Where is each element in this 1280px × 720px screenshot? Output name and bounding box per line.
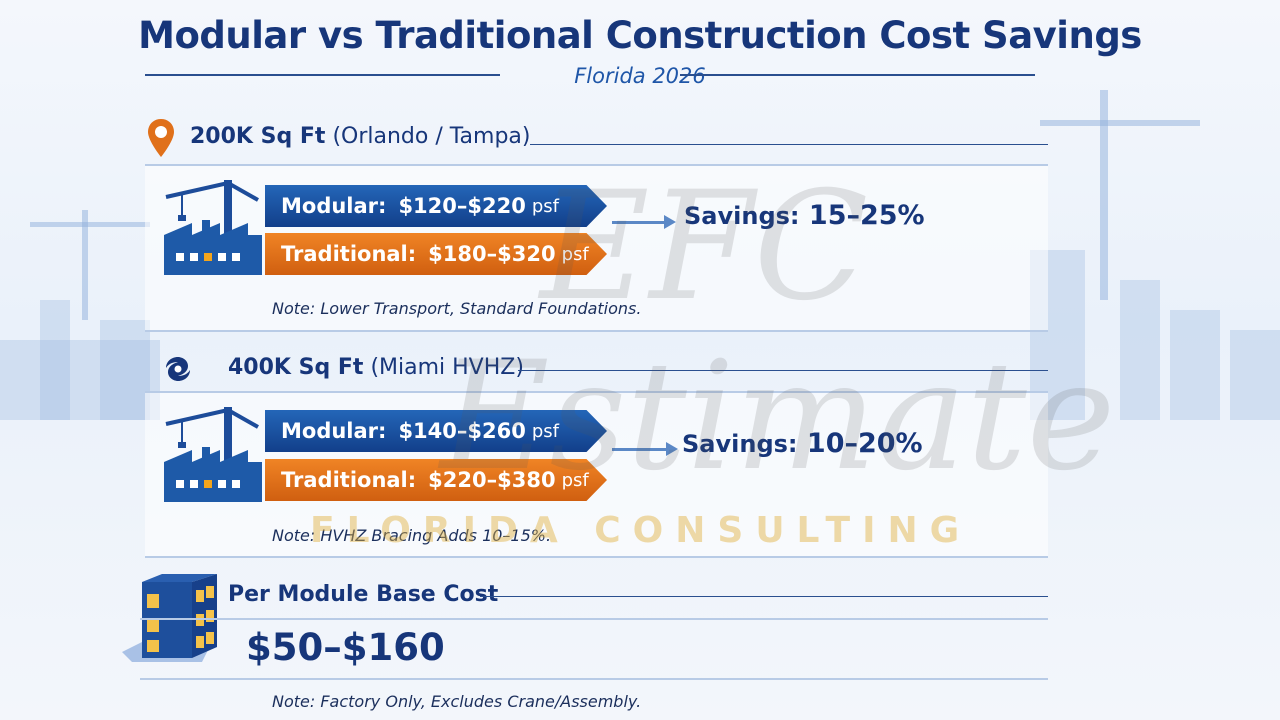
section-note: Note: Lower Transport, Standard Foundati… — [272, 299, 642, 318]
traditional-label: Traditional: — [281, 242, 417, 266]
section-location: (Miami HVHZ) — [370, 355, 524, 380]
modular-cost-bar: Modular: $140–$260 psf — [265, 410, 607, 452]
page-title: Modular vs Traditional Construction Cost… — [138, 14, 1142, 57]
hurricane-icon — [166, 357, 190, 381]
section-note: Note: Factory Only, Excludes Crane/Assem… — [272, 692, 642, 711]
savings-label: Savings: — [682, 430, 798, 458]
modular-cost-bar: Modular: $120–$220 psf — [265, 185, 607, 227]
modular-label: Modular: — [281, 419, 387, 443]
divider — [680, 74, 1035, 76]
divider — [140, 618, 1048, 620]
traditional-range: $180–$320 — [428, 242, 556, 266]
crane-factory-icon — [164, 407, 262, 502]
divider — [140, 678, 1048, 680]
modular-range: $140–$260 — [398, 419, 526, 443]
page-subtitle: Florida 2026 — [574, 64, 706, 88]
section-location: (Orlando / Tampa) — [332, 124, 531, 149]
traditional-cost-bar: Traditional: $180–$320 psf — [265, 233, 607, 275]
unit: psf — [531, 195, 559, 217]
savings-label: Savings: — [684, 202, 800, 230]
traditional-range: $220–$380 — [428, 468, 556, 492]
divider — [518, 370, 1048, 371]
section-heading: 400K Sq Ft — [228, 355, 364, 380]
arrow-right-icon — [612, 442, 678, 456]
section-note: Note: HVHZ Bracing Adds 10–15%. — [272, 526, 552, 545]
savings-text: Savings: 10–20% — [682, 428, 923, 459]
unit: psf — [561, 243, 589, 265]
map-pin-icon — [148, 119, 174, 157]
divider — [480, 596, 1048, 597]
savings-value: 15–25% — [808, 200, 925, 231]
savings-value: 10–20% — [806, 428, 923, 459]
unit: psf — [531, 420, 559, 442]
unit: psf — [561, 469, 589, 491]
savings-text: Savings: 15–25% — [684, 200, 925, 231]
traditional-label: Traditional: — [281, 468, 417, 492]
divider — [530, 144, 1048, 145]
modular-range: $120–$220 — [398, 194, 526, 218]
section-heading: Per Module Base Cost — [228, 582, 499, 607]
section-heading: 200K Sq Ft — [190, 124, 326, 149]
stacked-modules-icon — [122, 574, 217, 662]
divider — [145, 74, 500, 76]
modular-label: Modular: — [281, 194, 387, 218]
arrow-right-icon — [612, 215, 676, 229]
traditional-cost-bar: Traditional: $220–$380 psf — [265, 459, 607, 501]
crane-factory-icon — [164, 180, 262, 275]
module-cost-value: $50–$160 — [246, 626, 445, 669]
